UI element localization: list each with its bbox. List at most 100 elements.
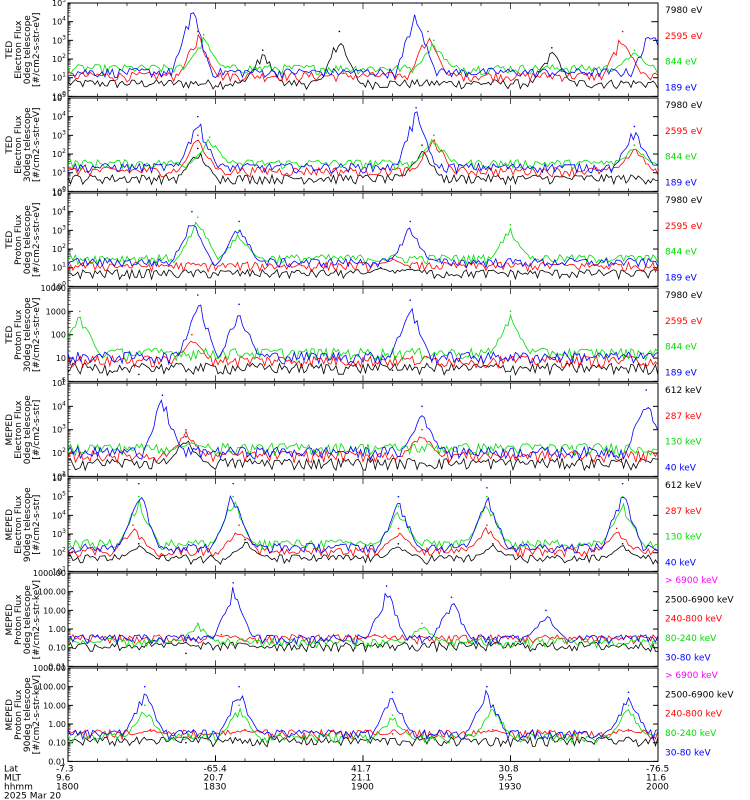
y-axis-label-line: [#/cm2-s-str-eV] — [32, 297, 42, 372]
series-peak-point — [409, 220, 412, 223]
series-peak-point — [232, 495, 234, 498]
series-peak-point — [409, 299, 412, 302]
y-tick-label: 1.00 — [48, 720, 66, 729]
y-tick-label: 10 — [56, 354, 66, 363]
x-tick-label: 9.5 — [499, 773, 513, 783]
y-tick-label: 103 — [52, 424, 66, 435]
y-axis-label-line: [#/cm2-s-str] — [32, 495, 42, 555]
y-tick-label: 10000 — [41, 284, 66, 293]
series-peak-point — [633, 144, 636, 146]
y-axis-label-line: 0deg telescope — [23, 585, 33, 655]
series-peak-point — [138, 495, 140, 498]
series-peak-point — [486, 495, 488, 498]
legend-entry: > 6900 keV — [665, 576, 719, 586]
series-peak-point — [197, 115, 199, 118]
x-tick-label: 11.6 — [646, 773, 666, 783]
y-axis-label-line: Electron Flux — [14, 495, 24, 554]
y-tick-label: 102 — [52, 53, 66, 64]
series-peak-point — [379, 266, 382, 269]
y-tick-label: 1 — [61, 377, 66, 386]
series-peak-point — [421, 428, 423, 431]
y-tick-label: 100 — [51, 331, 66, 340]
series-trace — [68, 399, 658, 461]
series-peak-point — [185, 741, 187, 744]
series-peak-point — [433, 134, 435, 137]
panel-frame — [67, 192, 659, 287]
series-trace — [68, 111, 658, 175]
panel-3: 100 101 102 103 104 105 TED Proton Flux 0deg tel… — [5, 187, 703, 291]
series-trace — [68, 499, 658, 551]
y-tick-label: 101 — [52, 565, 66, 576]
series-trace — [68, 430, 658, 465]
series-peak-point — [415, 2, 417, 4]
series-peak-point — [551, 46, 553, 49]
series-peak-point — [232, 581, 234, 584]
legend-entry: 287 keV — [665, 507, 702, 517]
series-peak-point — [397, 505, 400, 508]
series-trace — [68, 304, 658, 366]
series-peak-point — [391, 369, 394, 372]
series-peak-point — [197, 622, 199, 625]
series-peak-point — [391, 691, 394, 694]
y-tick-label: 106 — [52, 472, 66, 483]
series-peak-point — [492, 728, 494, 731]
x-tick-label: -76.5 — [646, 764, 669, 774]
series-peak-point — [397, 495, 400, 498]
series-peak-point — [391, 714, 394, 716]
y-tick-label: 0.01 — [48, 662, 66, 671]
y-tick-label: 1000.00 — [33, 664, 66, 673]
x-tick-label: 41.7 — [351, 764, 371, 774]
y-axis-label-line: Proton Flux — [14, 689, 24, 740]
y-tick-label: 10.00 — [43, 606, 66, 615]
x-tick-label: -7.3 — [56, 764, 74, 774]
series-peak-point — [191, 2, 193, 4]
series-peak-point — [374, 633, 376, 636]
x-row-label: MLT — [4, 773, 22, 783]
y-tick-label: 103 — [52, 34, 66, 45]
x-tick-label: 1830 — [204, 782, 227, 792]
series-peak-point — [633, 125, 636, 128]
series-peak-point — [238, 220, 240, 223]
y-tick-label: 102 — [52, 447, 66, 458]
legend-entry: 240-800 keV — [665, 710, 723, 720]
series-peak-point — [409, 266, 412, 269]
series-peak-point — [627, 704, 630, 707]
y-axis-label-line: [#/cm2-s-str-keV] — [32, 675, 42, 754]
series-trace — [68, 150, 658, 186]
panel-6: 101 102 103 104 105 106 MEPED Electron Flux 90de… — [5, 472, 702, 576]
legend-entry: 40 keV — [665, 463, 697, 473]
series-peak-point — [261, 49, 264, 51]
series-trace — [68, 541, 658, 566]
series-peak-point — [421, 405, 423, 408]
legend-entry: 2500-6900 keV — [665, 595, 734, 605]
panel-7: 0.01 0.10 1.00 10.00 100.00 1000.00 MEPED Proto… — [5, 569, 734, 671]
series-peak-point — [545, 609, 547, 612]
y-tick-label: 102 — [52, 243, 66, 254]
y-axis-label-line: Electron Flux — [14, 400, 24, 459]
series-peak-point — [645, 389, 647, 391]
series-peak-point — [397, 527, 400, 530]
series-peak-point — [338, 30, 341, 33]
series-trace — [68, 139, 658, 179]
y-tick-label: 102 — [52, 148, 66, 159]
series-trace — [68, 587, 658, 646]
series-peak-point — [486, 685, 488, 688]
legend-entry: 612 keV — [665, 386, 702, 396]
y-axis-label-line: TED — [5, 326, 15, 345]
legend-entry: 130 keV — [665, 533, 702, 543]
series-peak-point — [238, 303, 240, 306]
series-trace — [68, 340, 658, 370]
legend-entry: 7980 eV — [665, 6, 703, 16]
legend-entry: 40 keV — [665, 558, 697, 568]
series-peak-point — [197, 294, 199, 296]
series-peak-point — [185, 428, 187, 431]
series-peak-point — [238, 524, 240, 526]
series-peak-point — [79, 310, 81, 313]
y-tick-label: 100.00 — [38, 588, 66, 597]
y-axis-label-line: TED — [5, 231, 15, 250]
legend-entry: 2595 eV — [665, 222, 703, 232]
x-tick-label: 20.7 — [204, 773, 224, 783]
y-tick-label: 105 — [52, 187, 66, 198]
panel-frame — [67, 572, 659, 667]
